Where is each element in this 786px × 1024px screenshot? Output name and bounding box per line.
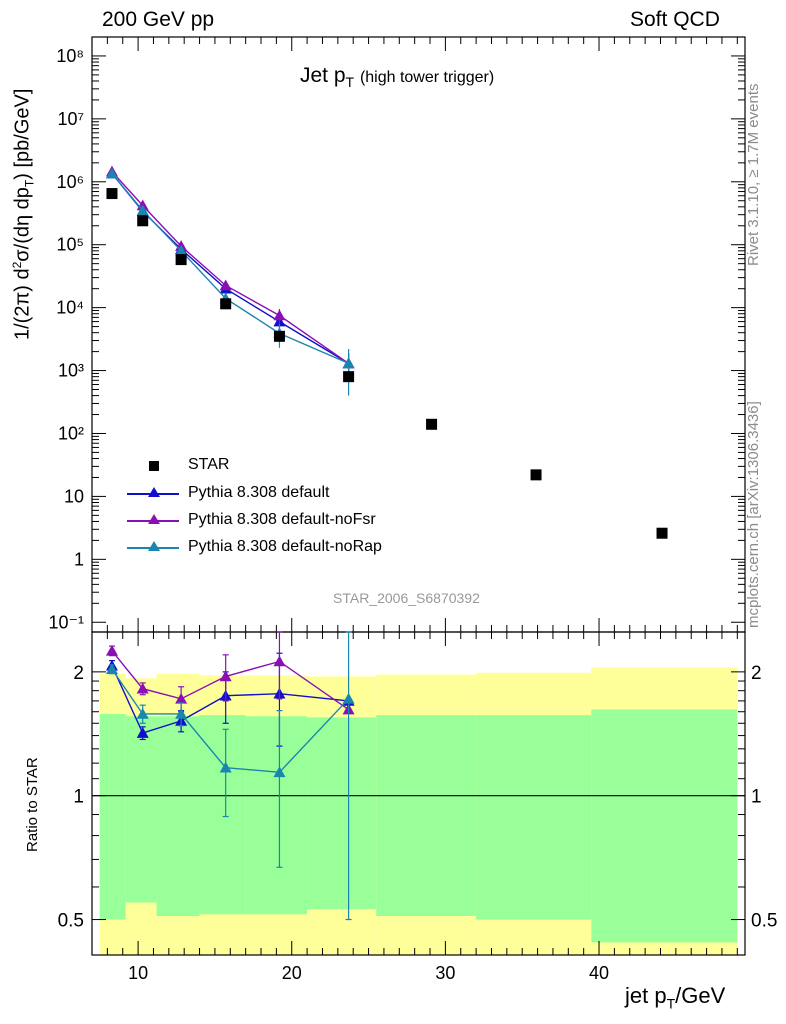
ratio-data-point [105, 644, 118, 656]
main-data-point [342, 357, 355, 369]
legend-marker-square [149, 461, 159, 471]
ratio-frame [91, 631, 746, 956]
main-y-tick-label: 10⁷ [57, 109, 84, 129]
legend-marker-triangle [148, 514, 160, 524]
main-y-tick-label: 1 [74, 549, 84, 569]
legend-label: Pythia 8.308 default [188, 484, 330, 501]
x-tick-label: 10 [128, 963, 148, 983]
ratio-data-point [105, 663, 118, 675]
ratio-data-point [273, 655, 286, 667]
ratio-y-tick-label-right: 2 [751, 663, 762, 684]
main-y-tick-label: 10 [64, 486, 84, 506]
header-left-label: 200 GeV pp [102, 8, 215, 31]
ratio-series-line [111, 668, 350, 774]
star-data-point [530, 469, 542, 481]
x-axis-title: jet pT/GeV [625, 983, 726, 1012]
ratio-data-point [219, 670, 232, 682]
ratio-data-point [175, 707, 188, 719]
plot-title-sub: T [345, 74, 355, 91]
ratio-data-point [136, 707, 149, 719]
main-y-tick-label: 10³ [58, 361, 84, 381]
ratio-band-inner [245, 716, 308, 915]
main-data-point [175, 244, 188, 256]
ratio-band-inner [476, 715, 592, 920]
analysis-id: STAR_2006_S6870392 [333, 590, 480, 606]
star-data-point [656, 527, 668, 539]
star-data-point [426, 418, 438, 430]
legend-marker-triangle [148, 541, 160, 551]
star-data-point [273, 330, 285, 342]
ratio-band-inner [156, 716, 200, 917]
main-y-tick-label: 10⁸ [56, 46, 84, 66]
main-y-tick-label: 10⁴ [56, 298, 84, 318]
main-series-line [111, 173, 349, 365]
ratio-series-line [111, 665, 349, 734]
ratio-band-inner [125, 716, 157, 903]
x-tick-label: 20 [282, 963, 302, 983]
star-data-point [220, 298, 232, 310]
x-tick-label: 40 [589, 963, 609, 983]
main-series-line [111, 171, 349, 364]
ratio-data-point [136, 682, 149, 694]
legend-label: Pythia 8.308 default-noFsr [188, 511, 376, 528]
legend-label: Pythia 8.308 default-noRap [188, 538, 382, 555]
ratio-y-tick-label-right: 0.5 [751, 911, 777, 932]
main-frame [91, 36, 746, 633]
x-tick-label: 30 [435, 963, 455, 983]
ratio-data-point [219, 761, 232, 773]
main-data-point [105, 167, 118, 179]
ratio-y-tick-label: 1 [73, 787, 84, 808]
legend-marker-triangle [148, 487, 160, 497]
ratio-data-point [136, 727, 149, 738]
ratio-data-point [175, 692, 188, 704]
star-data-point [343, 371, 355, 383]
ratio-data-point [273, 766, 286, 778]
main-y-tick-label: 10⁻¹ [48, 612, 84, 632]
star-data-point [106, 188, 118, 200]
ratio-band-inner [307, 717, 377, 910]
ratio-y-tick-label: 0.5 [58, 911, 84, 932]
plot-title-note: (high tower trigger) [359, 69, 495, 86]
main-y-tick-label: 10⁵ [57, 235, 84, 255]
legend: STAR Pythia 8.308 default Pythia 8.308 d… [125, 455, 455, 565]
main-data-point [136, 204, 149, 216]
legend-label: STAR [188, 456, 230, 473]
plot-title: Jet pT (high tower trigger) [300, 64, 494, 90]
ratio-y-tick-label-right: 1 [751, 787, 762, 808]
main-series-line [111, 173, 349, 364]
star-data-point [175, 254, 187, 266]
plot-title-main: Jet p [300, 64, 346, 87]
ratio-band-inner [591, 709, 738, 943]
main-data-point [273, 309, 286, 321]
main-y-tick-label: 10² [58, 423, 84, 443]
ratio-y-tick-label: 2 [73, 663, 84, 684]
main-y-tick-label: 10⁶ [57, 172, 84, 192]
ratio-series-line [111, 650, 349, 711]
ratio-band-inner [99, 713, 126, 920]
ratio-data-point [342, 692, 355, 704]
ratio-band-inner [199, 715, 246, 915]
star-data-point [137, 215, 149, 227]
main-data-point [219, 279, 232, 291]
ratio-band-inner [376, 715, 477, 917]
header-right-label: Soft QCD [630, 8, 720, 31]
